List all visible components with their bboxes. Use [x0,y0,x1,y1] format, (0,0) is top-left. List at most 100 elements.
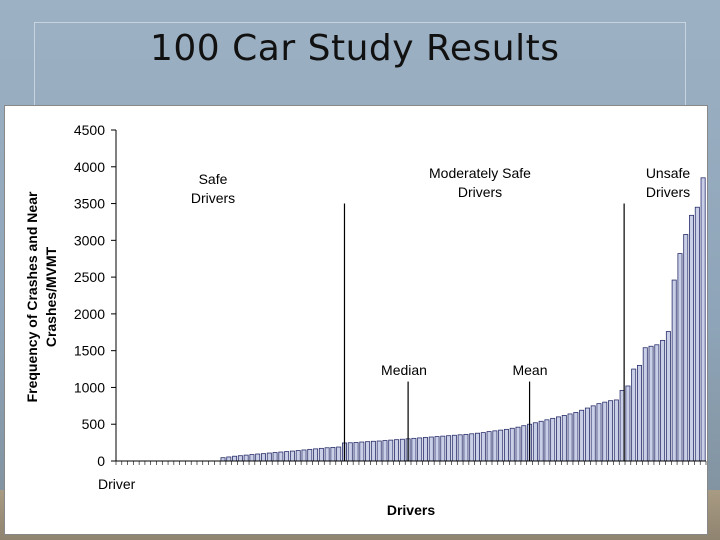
y-tick-label: 2000 [74,306,105,322]
bar [411,437,417,462]
bar [579,409,585,462]
bar [324,447,330,462]
bar [243,454,249,462]
bar [278,451,284,462]
x-axis-title: Drivers [387,502,435,518]
bar [284,451,290,462]
y-axis-title-line-2: Crashes/MVMT [43,246,59,347]
bar [469,433,475,462]
bar [636,364,642,462]
bar [307,448,313,462]
bar [573,412,579,462]
y-tick-label: 3500 [74,196,105,212]
bar [347,442,353,462]
bar [480,432,486,462]
bar [608,400,614,462]
bar [272,452,278,462]
y-tick-label: 1500 [74,343,105,359]
y-axis-title-line-1: Frequency of Crashes and Near [24,191,40,402]
bar [330,446,336,462]
slide-frame [34,22,686,113]
annotation-label: Safe [199,171,228,187]
bar [261,453,266,462]
bar [422,437,428,462]
bar [376,440,382,462]
bar [451,434,457,462]
bar [492,430,498,462]
bar [382,440,388,462]
bar [318,447,324,462]
bar [289,450,295,462]
bar [463,433,469,462]
bar [550,417,556,462]
annotation-label: Mean [512,362,547,378]
y-tick-label: 4000 [74,159,105,175]
bar [301,449,307,462]
bar [486,431,492,462]
bar [336,446,342,462]
bar [266,452,272,462]
bar [249,454,255,462]
bar [538,420,544,462]
bar [613,399,619,462]
bar [446,435,452,462]
annotation-label: Unsafe [646,165,691,181]
annotation-label: Median [381,362,427,378]
bar [503,428,509,462]
bar [590,405,596,462]
bar [660,339,666,462]
bar [399,438,405,462]
bar [561,414,567,462]
bar [509,427,515,462]
bar [295,450,301,462]
bar [700,177,706,462]
bar [475,432,481,462]
bar [677,253,683,462]
bar [226,456,232,462]
bar [434,436,440,462]
bar [521,425,527,462]
bar [428,436,434,462]
bar [567,413,573,462]
chart-panel [4,105,708,535]
bar [359,441,365,462]
y-tick-label: 3000 [74,232,105,248]
bar-layer [220,177,706,462]
bar [602,401,608,462]
tick-layer: 0 500 1000 1500 2000 2500 3000 3500 4000 4500 [74,122,707,469]
bar [365,441,371,462]
annotation-label: Moderately Safe [429,165,531,181]
bar [232,455,238,462]
bar [584,407,590,462]
bar [313,448,319,462]
bar [671,279,677,462]
bar [642,347,648,462]
y-tick-label: 4500 [74,122,105,138]
bar [694,206,700,462]
bar [648,345,654,462]
bar [544,419,550,462]
bar [556,416,561,462]
bar [683,234,689,462]
bar [353,442,359,462]
bar [596,403,602,462]
bar [417,437,423,462]
y-axis-title: Frequency of Crashes and Near Crashes/MV… [24,191,59,402]
bar [625,385,631,462]
bar [498,429,504,462]
annotation-layer: Safe Drivers Median Mean Moderately Safe Driv… [191,165,691,461]
bar [457,434,463,462]
bar [532,422,538,462]
bar [665,331,671,462]
bar [515,426,521,462]
bar [689,214,695,462]
bar [388,439,394,462]
bar [394,439,400,462]
category-label: Driver [98,476,136,492]
bar [370,440,376,462]
annotation-label: Drivers [646,184,690,200]
bar [255,453,261,462]
bar [654,344,660,462]
y-tick-label: 2500 [74,269,105,285]
